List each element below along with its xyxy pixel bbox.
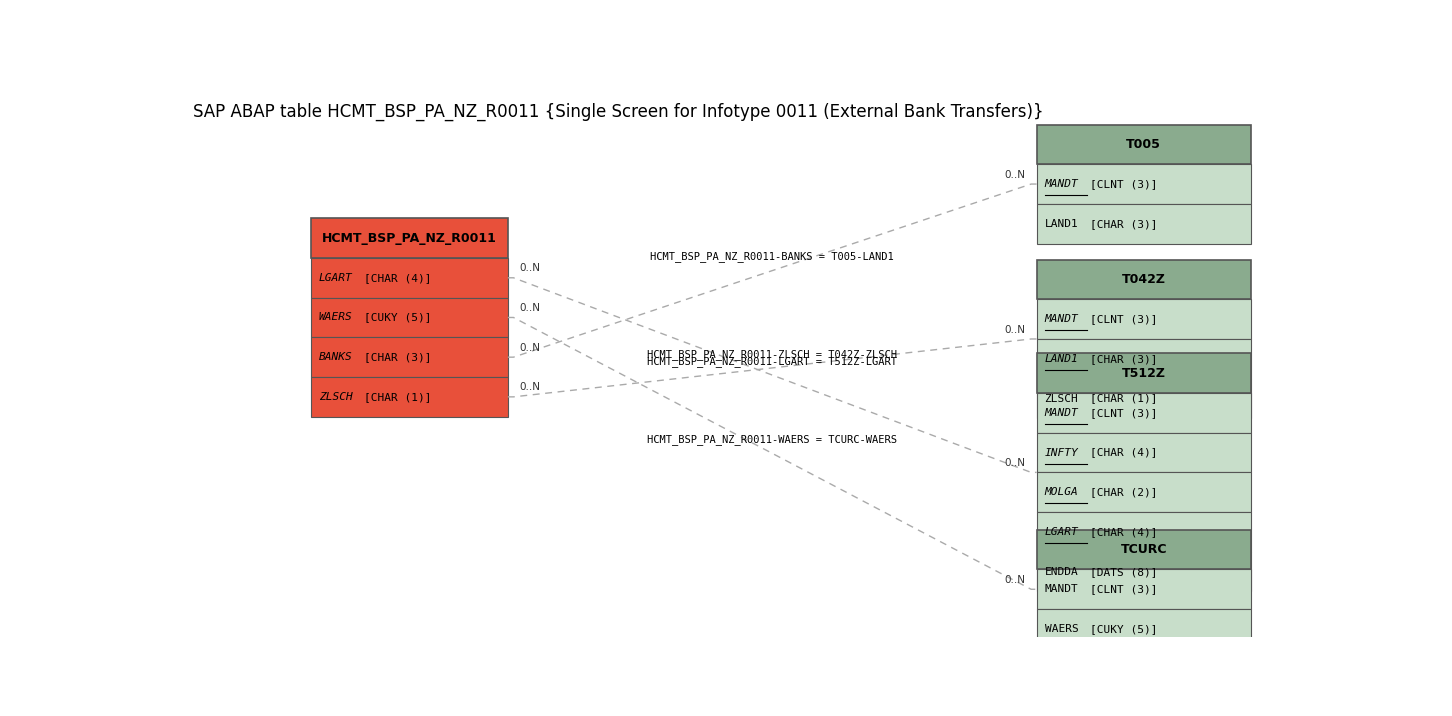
Bar — [1037, 299, 1250, 339]
Bar — [1037, 473, 1250, 512]
Text: BANKS: BANKS — [319, 352, 353, 362]
Text: HCMT_BSP_PA_NZ_R0011-BANKS = T005-LAND1: HCMT_BSP_PA_NZ_R0011-BANKS = T005-LAND1 — [650, 251, 894, 262]
Text: ZLSCH: ZLSCH — [319, 392, 353, 402]
Text: T042Z: T042Z — [1121, 273, 1166, 286]
Bar — [1037, 125, 1250, 164]
Bar — [1037, 609, 1250, 649]
Text: [CHAR (3)]: [CHAR (3)] — [364, 352, 431, 362]
Text: SAP ABAP table HCMT_BSP_PA_NZ_R0011 {Single Screen for Infotype 0011 (External B: SAP ABAP table HCMT_BSP_PA_NZ_R0011 {Sin… — [193, 102, 1044, 121]
Bar — [311, 258, 508, 298]
Bar — [1037, 393, 1250, 432]
Text: MOLGA: MOLGA — [1044, 488, 1079, 497]
Text: 0..N: 0..N — [518, 382, 540, 392]
Text: 0..N: 0..N — [518, 343, 540, 353]
Bar — [1037, 569, 1250, 609]
Text: LGART: LGART — [319, 273, 353, 283]
Text: [CHAR (1)]: [CHAR (1)] — [1090, 394, 1157, 404]
Text: INFTY: INFTY — [1044, 448, 1079, 458]
Text: MANDT: MANDT — [1044, 314, 1079, 324]
Text: 0..N: 0..N — [518, 303, 540, 313]
Text: HCMT_BSP_PA_NZ_R0011-LGART = T512Z-LGART: HCMT_BSP_PA_NZ_R0011-LGART = T512Z-LGART — [648, 356, 897, 367]
Text: [CHAR (2)]: [CHAR (2)] — [1090, 488, 1157, 497]
Text: [CHAR (3)]: [CHAR (3)] — [1090, 354, 1157, 364]
Text: ENDDA: ENDDA — [1044, 566, 1079, 576]
Bar — [1037, 204, 1250, 243]
Bar — [1037, 379, 1250, 418]
Bar — [1037, 530, 1250, 569]
Bar — [311, 337, 508, 377]
Bar — [1037, 339, 1250, 379]
Text: [CUKY (5)]: [CUKY (5)] — [364, 312, 431, 322]
Text: [CHAR (4)]: [CHAR (4)] — [1090, 448, 1157, 458]
Text: [CHAR (1)]: [CHAR (1)] — [364, 392, 431, 402]
Text: [CHAR (4)]: [CHAR (4)] — [364, 273, 431, 283]
Text: 0..N: 0..N — [1005, 170, 1025, 180]
Bar — [311, 377, 508, 417]
Text: 0..N: 0..N — [1005, 324, 1025, 334]
Text: [DATS (8)]: [DATS (8)] — [1090, 566, 1157, 576]
Bar — [1037, 164, 1250, 204]
Text: LAND1: LAND1 — [1044, 354, 1079, 364]
Text: HCMT_BSP_PA_NZ_R0011: HCMT_BSP_PA_NZ_R0011 — [322, 231, 497, 245]
Text: 0..N: 0..N — [1005, 458, 1025, 468]
Text: HCMT_BSP_PA_NZ_R0011-WAERS = TCURC-WAERS: HCMT_BSP_PA_NZ_R0011-WAERS = TCURC-WAERS — [648, 434, 897, 445]
Bar — [1037, 432, 1250, 473]
Text: TCURC: TCURC — [1121, 543, 1167, 556]
Text: [CLNT (3)]: [CLNT (3)] — [1090, 408, 1157, 418]
Bar — [1037, 353, 1250, 393]
Text: [CLNT (3)]: [CLNT (3)] — [1090, 584, 1157, 594]
Text: WAERS: WAERS — [1044, 624, 1079, 634]
Text: 0..N: 0..N — [518, 263, 540, 274]
Text: LGART: LGART — [1044, 527, 1079, 537]
Text: ZLSCH: ZLSCH — [1044, 394, 1079, 404]
Text: [CLNT (3)]: [CLNT (3)] — [1090, 179, 1157, 189]
Text: LAND1: LAND1 — [1044, 219, 1079, 228]
Text: 0..N: 0..N — [1005, 575, 1025, 585]
Text: [CUKY (5)]: [CUKY (5)] — [1090, 624, 1157, 634]
Text: [CHAR (4)]: [CHAR (4)] — [1090, 527, 1157, 537]
Text: MANDT: MANDT — [1044, 408, 1079, 418]
Text: [CLNT (3)]: [CLNT (3)] — [1090, 314, 1157, 324]
Text: HCMT_BSP_PA_NZ_R0011-ZLSCH = T042Z-ZLSCH: HCMT_BSP_PA_NZ_R0011-ZLSCH = T042Z-ZLSCH — [648, 349, 897, 359]
Bar — [1037, 260, 1250, 299]
Text: WAERS: WAERS — [319, 312, 353, 322]
Bar — [311, 218, 508, 258]
Bar — [1037, 552, 1250, 591]
Text: [CHAR (3)]: [CHAR (3)] — [1090, 219, 1157, 228]
Bar — [1037, 512, 1250, 552]
Text: T005: T005 — [1127, 138, 1162, 151]
Text: T512Z: T512Z — [1121, 367, 1166, 379]
Bar — [311, 298, 508, 337]
Text: MANDT: MANDT — [1044, 179, 1079, 189]
Text: MANDT: MANDT — [1044, 584, 1079, 594]
